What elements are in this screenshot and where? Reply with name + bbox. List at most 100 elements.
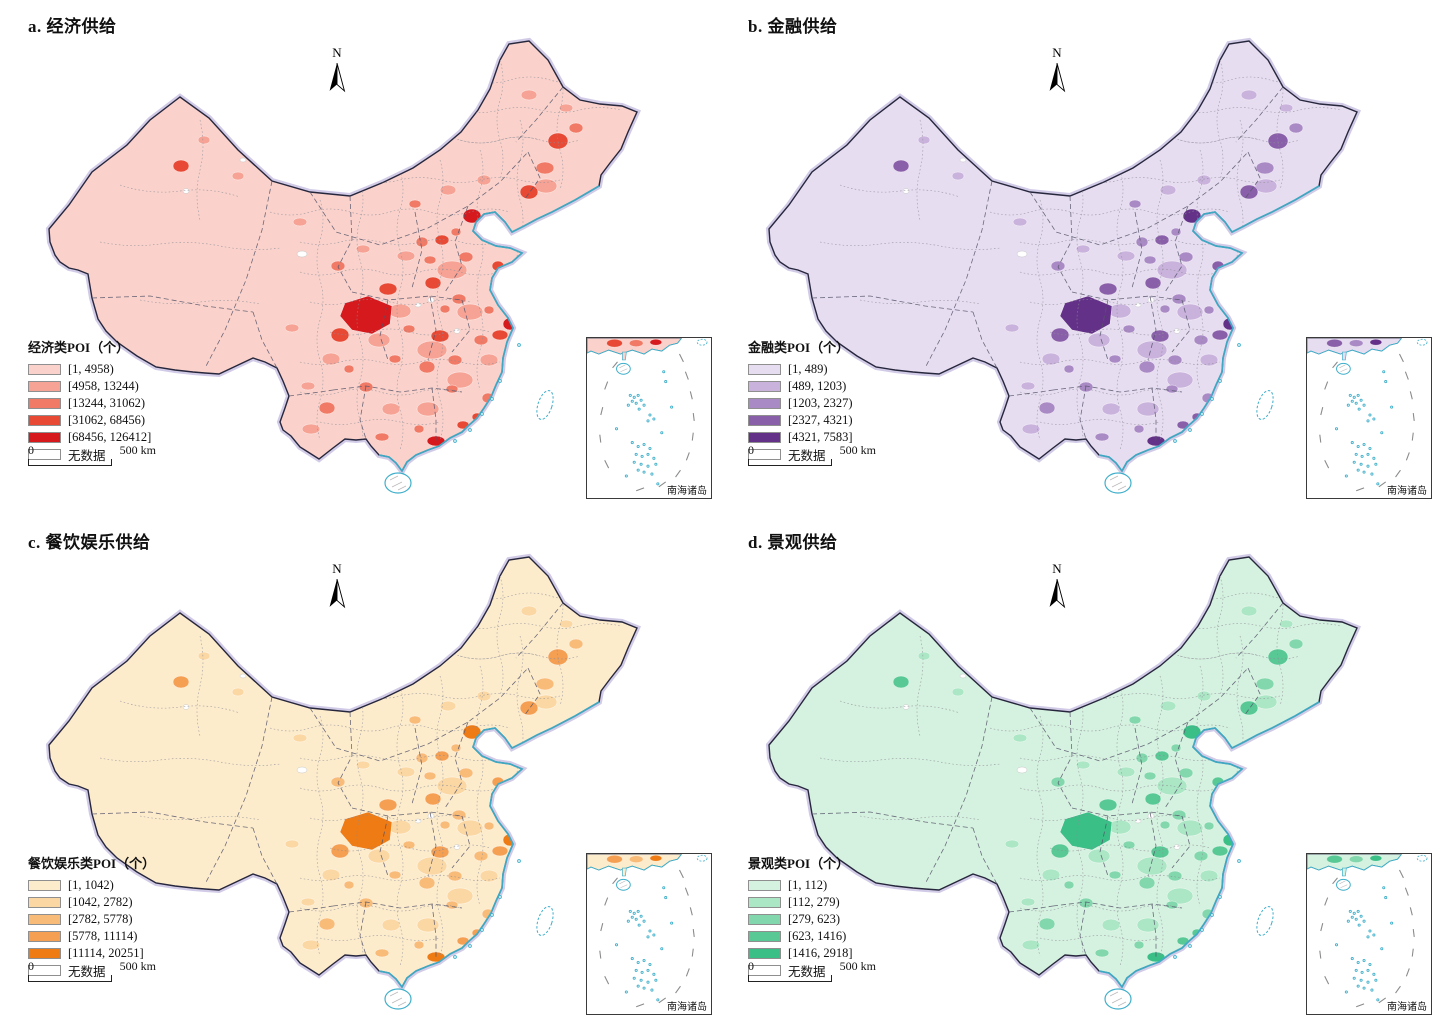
legend-class-label: [31062, 68456) <box>68 412 146 427</box>
legend-swatch-2 <box>28 896 61 908</box>
legend-swatch-1 <box>28 363 61 375</box>
north-arrow-icon <box>324 576 350 610</box>
inset-caption: 南海诸岛 <box>666 998 708 1013</box>
scale-end-label: 500 km <box>119 443 156 457</box>
panel-a: a. 经济供给 N 经济类POI（个） [1, 4958) [4958, 132… <box>0 0 720 516</box>
legend-class-row: [5778, 11114) <box>28 928 155 944</box>
legend-nodata-row: 无数据 <box>748 446 853 463</box>
legend-nodata-label: 无数据 <box>788 448 826 463</box>
panel-title: a. 经济供给 <box>28 17 117 36</box>
panel-title: c. 餐饮娱乐供给 <box>28 533 151 552</box>
legend-nodata-swatch <box>748 964 781 976</box>
legend-class-row: [13244, 31062) <box>28 395 151 411</box>
legend-swatch-5 <box>28 431 61 443</box>
inset-caption: 南海诸岛 <box>666 482 708 497</box>
legend-swatch-1 <box>748 879 781 891</box>
scale-bar: 0 500 km <box>28 960 156 982</box>
panel-title: b. 金融供给 <box>748 17 838 36</box>
legend-class-row: [1042, 2782) <box>28 894 155 910</box>
legend-class-label: [112, 279) <box>788 894 840 909</box>
inset-caption: 南海诸岛 <box>1386 482 1428 497</box>
legend-class-row: [1416, 2918] <box>748 945 853 961</box>
scale-bar: 0 500 km <box>748 960 876 982</box>
legend-class-row: [4958, 13244) <box>28 378 151 394</box>
legend-class-label: [623, 1416) <box>788 928 847 943</box>
legend-class-label: [1, 489) <box>788 361 828 376</box>
legend-class-label: [1042, 2782) <box>68 894 133 909</box>
scale-bar: 0 500 km <box>28 444 156 466</box>
south-china-sea-inset-map <box>587 338 709 496</box>
legend-class-row: [31062, 68456) <box>28 412 151 428</box>
north-arrow: N <box>1042 562 1072 610</box>
south-china-sea-inset-map <box>587 854 709 1012</box>
legend-class-row: [11114, 20251] <box>28 945 155 961</box>
legend: 经济类POI（个） [1, 4958) [4958, 13244) [13244… <box>28 337 151 463</box>
north-arrow: N <box>322 46 352 94</box>
legend-swatch-4 <box>748 930 781 942</box>
legend-class-label: [1, 112) <box>788 877 828 892</box>
legend-class-row: [2782, 5778) <box>28 911 155 927</box>
legend-swatch-1 <box>748 363 781 375</box>
scale-start-label: 0 <box>28 959 34 973</box>
legend-nodata-row: 无数据 <box>748 962 853 979</box>
south-china-sea-inset: 南海诸岛 <box>586 337 712 499</box>
legend-class-row: [623, 1416) <box>748 928 853 944</box>
legend-class-label: [5778, 11114) <box>68 928 138 943</box>
legend-class-label: [489, 1203) <box>788 378 847 393</box>
panel-c: c. 餐饮娱乐供给 N 餐饮娱乐类POI（个） [1, 1042) [1042,… <box>0 516 720 1032</box>
legend-swatch-1 <box>28 879 61 891</box>
legend-class-row: [4321, 7583] <box>748 429 853 445</box>
legend-class-row: [489, 1203) <box>748 378 853 394</box>
legend-swatch-4 <box>28 414 61 426</box>
south-china-sea-inset-map <box>1307 854 1429 1012</box>
scale-line <box>748 459 832 466</box>
north-label: N <box>332 45 342 60</box>
scale-end-label: 500 km <box>839 959 876 973</box>
legend-class-row: [279, 623) <box>748 911 853 927</box>
legend-class-label: [13244, 31062) <box>68 395 146 410</box>
legend-swatch-5 <box>748 431 781 443</box>
scale-start-label: 0 <box>748 443 754 457</box>
legend-class-label: [11114, 20251] <box>68 945 144 960</box>
legend-class-label: [1, 4958) <box>68 361 114 376</box>
legend-class-label: [2327, 4321) <box>788 412 853 427</box>
legend-class-row: [1, 489) <box>748 361 853 377</box>
north-arrow-icon <box>324 60 350 94</box>
scale-line <box>748 975 832 982</box>
north-label: N <box>332 561 342 576</box>
legend-nodata-label: 无数据 <box>68 448 106 463</box>
legend: 景观类POI（个） [1, 112) [112, 279) [279, 623)… <box>748 853 853 979</box>
legend-class-label: [1416, 2918] <box>788 945 853 960</box>
legend-swatch-3 <box>748 913 781 925</box>
north-arrow: N <box>1042 46 1072 94</box>
legend-title: 餐饮娱乐类POI（个） <box>28 856 156 871</box>
scale-line <box>28 975 112 982</box>
legend-swatch-5 <box>28 947 61 959</box>
legend-swatch-2 <box>748 380 781 392</box>
legend-nodata-swatch <box>28 448 61 460</box>
legend-class-label: [1203, 2327) <box>788 395 853 410</box>
legend-title: 金融类POI（个） <box>748 340 850 355</box>
legend-swatch-5 <box>748 947 781 959</box>
legend: 餐饮娱乐类POI（个） [1, 1042) [1042, 2782) [2782… <box>28 853 155 979</box>
north-arrow-icon <box>1044 576 1070 610</box>
legend-class-row: [1203, 2327) <box>748 395 853 411</box>
legend-nodata-swatch <box>748 448 781 460</box>
scale-end-label: 500 km <box>119 959 156 973</box>
legend-nodata-swatch <box>28 964 61 976</box>
panel-title: d. 景观供给 <box>748 533 838 552</box>
legend-nodata-row: 无数据 <box>28 446 151 463</box>
legend-class-row: [1, 4958) <box>28 361 151 377</box>
legend-swatch-4 <box>748 414 781 426</box>
legend: 金融类POI（个） [1, 489) [489, 1203) [1203, 23… <box>748 337 853 463</box>
south-china-sea-inset: 南海诸岛 <box>1306 853 1432 1015</box>
legend-title: 景观类POI（个） <box>748 856 850 871</box>
legend-class-label: [4321, 7583] <box>788 429 853 444</box>
legend-nodata-row: 无数据 <box>28 962 155 979</box>
legend-swatch-3 <box>28 913 61 925</box>
legend-swatch-2 <box>748 896 781 908</box>
north-arrow-icon <box>1044 60 1070 94</box>
north-label: N <box>1052 45 1062 60</box>
legend-class-row: [1, 112) <box>748 877 853 893</box>
